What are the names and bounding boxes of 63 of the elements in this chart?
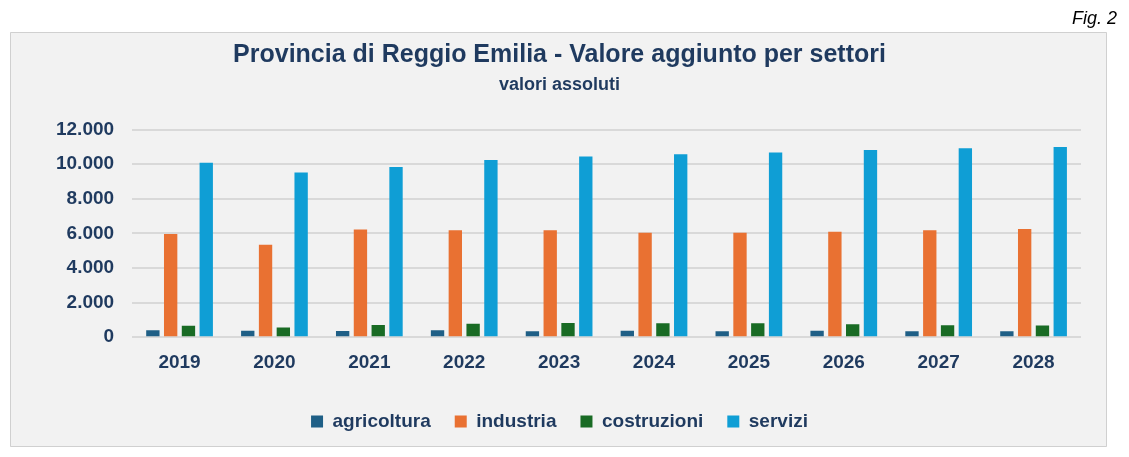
bar xyxy=(751,323,765,337)
bar xyxy=(1017,228,1032,337)
bar xyxy=(958,148,973,337)
bar xyxy=(846,324,860,337)
legend-label: agricoltura xyxy=(332,409,432,431)
bar xyxy=(276,327,291,337)
x-tick-label: 2021 xyxy=(348,350,391,372)
y-tick-label: 6.000 xyxy=(66,221,115,243)
bar xyxy=(1053,146,1067,337)
bar xyxy=(810,330,824,337)
bar xyxy=(863,150,878,337)
bar xyxy=(733,232,747,337)
y-tick-label: 2.000 xyxy=(66,290,115,312)
bar xyxy=(389,166,403,337)
x-tick-label: 2024 xyxy=(632,350,676,372)
bar xyxy=(828,231,842,337)
bar xyxy=(199,162,213,337)
legend-label: costruzioni xyxy=(601,409,704,431)
bar xyxy=(448,230,462,337)
bar xyxy=(163,234,178,337)
bar xyxy=(1000,331,1014,337)
y-tick-label: 12.000 xyxy=(55,117,115,139)
bar xyxy=(353,229,368,337)
bar xyxy=(561,323,575,337)
bar xyxy=(674,154,688,337)
bar xyxy=(715,331,729,337)
y-tick-label: 4.000 xyxy=(66,256,115,278)
bar xyxy=(656,323,670,337)
bar xyxy=(923,230,937,337)
bar xyxy=(430,330,445,337)
x-tick-label: 2027 xyxy=(917,350,960,372)
bar xyxy=(484,160,498,337)
x-tick-label: 2026 xyxy=(822,350,865,372)
y-tick-label: 8.000 xyxy=(66,187,115,209)
bar xyxy=(466,323,480,337)
bar xyxy=(335,330,350,337)
bar xyxy=(620,330,634,337)
x-tick-label: 2023 xyxy=(537,350,581,372)
bar xyxy=(525,331,540,337)
bar xyxy=(146,330,160,337)
x-tick-label: 2022 xyxy=(443,350,486,372)
chart-title: Provincia di Reggio Emilia - Valore aggiunto per settori xyxy=(233,38,886,67)
bar xyxy=(181,325,196,337)
caption: Fig. 2 xyxy=(1071,8,1117,28)
chart-subtitle: valori assoluti xyxy=(498,73,621,94)
bar xyxy=(638,232,652,337)
bar xyxy=(579,156,593,337)
bar xyxy=(940,325,955,337)
y-tick-label: 0 xyxy=(103,325,115,347)
bar xyxy=(258,244,273,337)
bar xyxy=(1035,325,1050,337)
legend-label: industria xyxy=(476,409,557,431)
bar xyxy=(768,152,783,337)
x-tick-label: 2019 xyxy=(158,350,201,372)
bar xyxy=(294,172,308,337)
bar xyxy=(905,331,919,337)
x-tick-label: 2020 xyxy=(253,350,296,372)
x-tick-label: 2025 xyxy=(727,350,771,372)
x-tick-label: 2028 xyxy=(1012,350,1055,372)
bar xyxy=(371,325,385,337)
y-tick-label: 10.000 xyxy=(55,152,115,174)
legend-label: servizi xyxy=(748,409,808,431)
bar xyxy=(543,230,557,337)
